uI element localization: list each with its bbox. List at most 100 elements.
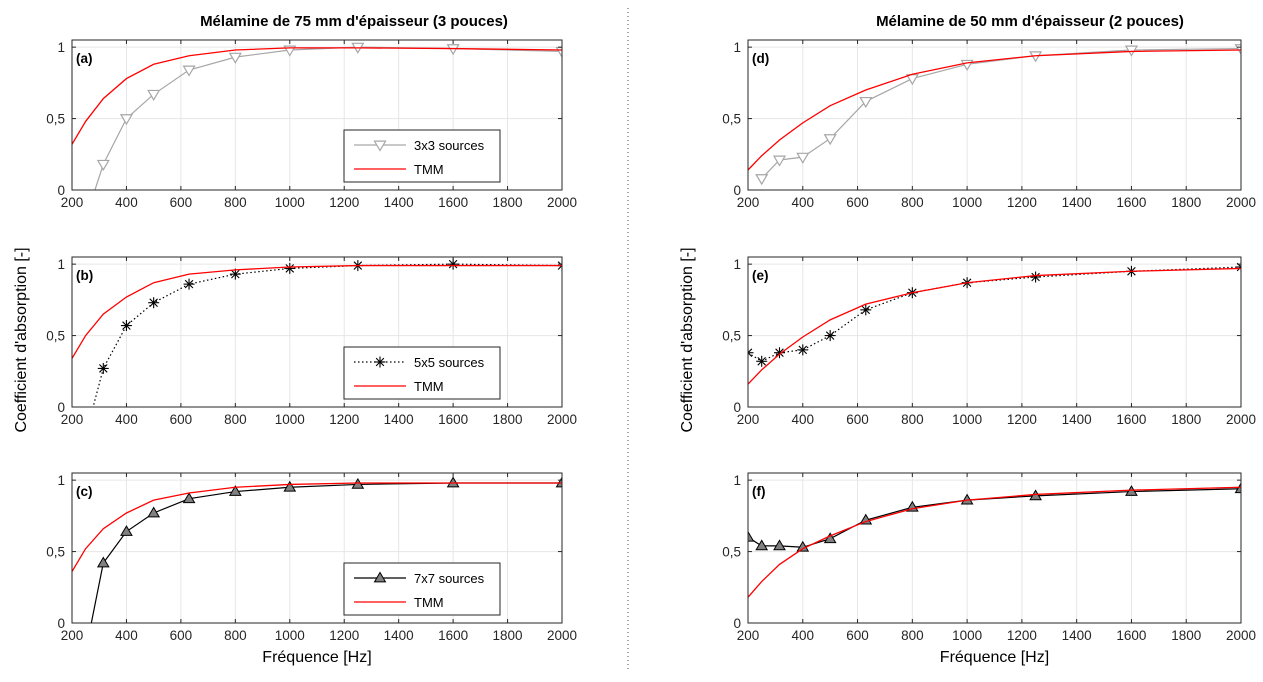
axes-box <box>71 472 563 624</box>
triangle-up-marker <box>796 540 810 552</box>
x-tick-label: 1400 <box>384 195 414 210</box>
y-tick-label: 0,5 <box>722 329 741 344</box>
star-marker-stroke <box>231 269 240 279</box>
star-marker-stroke <box>748 351 753 357</box>
x-tick-label: 2000 <box>1226 628 1256 643</box>
legend-label: 7x7 sources <box>414 571 485 586</box>
x-tick-label: 800 <box>224 412 247 427</box>
left-column-title: Mélamine de 75 mm d'épaisseur (3 pouces) <box>200 13 508 30</box>
legend-label: TMM <box>414 379 444 394</box>
legend-box <box>343 346 501 400</box>
x-tick-label: 400 <box>792 628 815 643</box>
x-tick-label: 800 <box>901 412 924 427</box>
series-group <box>72 42 562 190</box>
series-group <box>72 476 562 623</box>
triangle-down-marker <box>446 44 460 56</box>
legend-label: TMM <box>414 162 444 177</box>
panel-b: 200 400 600 800 1000 1200 1400 1600 1800 2000 0 0,5… <box>46 256 577 427</box>
triangle-down-marker <box>96 159 110 171</box>
y-tick-label: 0,5 <box>46 545 65 560</box>
star-marker-stroke <box>184 279 194 289</box>
x-tick-label: 2000 <box>547 412 577 427</box>
x-tick-label: 2000 <box>547 628 577 643</box>
star-marker-stroke <box>448 259 458 269</box>
legend: 5x5 sources TMM <box>343 346 501 400</box>
x-tick-label: 400 <box>115 412 138 427</box>
y-tick-label: 0,5 <box>46 112 65 127</box>
tmm-line <box>748 49 1241 171</box>
x-tick-label: 1000 <box>275 195 305 210</box>
x-tick-label: 1600 <box>438 195 468 210</box>
star-marker-stroke <box>375 357 385 367</box>
star-marker <box>374 356 386 368</box>
x-tick-label: 1800 <box>493 195 523 210</box>
x-tick-label: 200 <box>737 628 760 643</box>
x-axis-label: Fréquence [Hz] <box>940 649 1049 666</box>
x-tick-label: 1800 <box>1171 412 1201 427</box>
star-marker-stroke <box>825 331 835 340</box>
x-tick-label: 800 <box>901 195 924 210</box>
triangle-up-marker <box>773 539 786 551</box>
star-marker <box>284 262 296 274</box>
y-tick-label: 0 <box>733 616 741 631</box>
triangle-down-marker <box>772 155 787 167</box>
star-marker <box>148 297 160 309</box>
x-tick-label: 800 <box>901 628 924 643</box>
measured-line <box>761 47 1241 179</box>
legend-box <box>343 562 501 616</box>
x-tick-label: 1400 <box>384 412 414 427</box>
legend-label: 3x3 sources <box>414 138 485 153</box>
x-tick-label: 200 <box>737 412 760 427</box>
y-tick-label: 0,5 <box>722 112 741 127</box>
triangle-up-marker <box>182 492 196 504</box>
triangle-down-marker <box>182 65 196 77</box>
triangle-up-marker <box>373 571 387 583</box>
x-tick-label: 800 <box>224 195 247 210</box>
x-tick-label: 600 <box>846 628 869 643</box>
panel-a: 200 400 600 800 1000 1200 1400 1600 1800 2000 0 0,5… <box>46 39 577 210</box>
x-tick-label: 1200 <box>329 628 359 643</box>
star-marker <box>797 344 809 356</box>
right-y-axis-label: Coefficient d'absorption [-] <box>679 247 696 432</box>
x-tick-label: 1000 <box>275 628 305 643</box>
y-tick-label: 1 <box>57 473 65 488</box>
x-tick-label: 400 <box>115 195 138 210</box>
x-tick-label: 1000 <box>952 412 982 427</box>
x-tick-label: 1800 <box>1171 195 1201 210</box>
star-marker <box>120 320 132 332</box>
triangle-up-marker <box>147 506 161 518</box>
x-tick-label: 2000 <box>1226 412 1256 427</box>
axes-box <box>747 472 1242 624</box>
panel-label: (d) <box>752 51 769 66</box>
tmm-line <box>72 264 562 359</box>
series-group <box>748 482 1241 598</box>
star-marker-stroke <box>748 348 753 354</box>
panel-d: 200 400 600 800 1000 1200 1400 1600 1800 2000 0 0,5… <box>722 39 1256 210</box>
legend-box <box>343 129 501 183</box>
legend: 7x7 sources TMM <box>343 562 501 616</box>
x-tick-label: 1600 <box>1116 412 1146 427</box>
axes-box <box>747 39 1242 191</box>
x-tick-label: 1200 <box>329 195 359 210</box>
x-tick-label: 1600 <box>1116 628 1146 643</box>
x-tick-label: 1200 <box>329 412 359 427</box>
triangle-down-marker <box>147 89 161 101</box>
star-marker-stroke <box>557 264 562 270</box>
x-tick-label: 1600 <box>438 628 468 643</box>
panel-label: (e) <box>752 268 769 283</box>
plot-area <box>748 40 1241 190</box>
star-marker <box>824 330 836 342</box>
star-marker-stroke <box>1031 272 1040 282</box>
star-marker-stroke <box>99 364 108 373</box>
triangle-down-marker <box>859 96 873 109</box>
axes-box <box>71 39 563 191</box>
panel-e: 200 400 600 800 1000 1200 1400 1600 1800 2000 0 0,5… <box>722 256 1256 427</box>
left-y-axis-label: Coefficient d'absorption [-] <box>13 247 30 432</box>
star-marker-stroke <box>798 345 808 355</box>
right-column-title: Mélamine de 50 mm d'épaisseur (2 pouces) <box>876 13 1184 30</box>
star-marker-stroke <box>861 305 871 315</box>
y-tick-label: 0,5 <box>46 329 65 344</box>
y-tick-label: 0 <box>733 183 741 198</box>
axes-box <box>747 256 1242 408</box>
x-tick-label: 1000 <box>952 195 982 210</box>
